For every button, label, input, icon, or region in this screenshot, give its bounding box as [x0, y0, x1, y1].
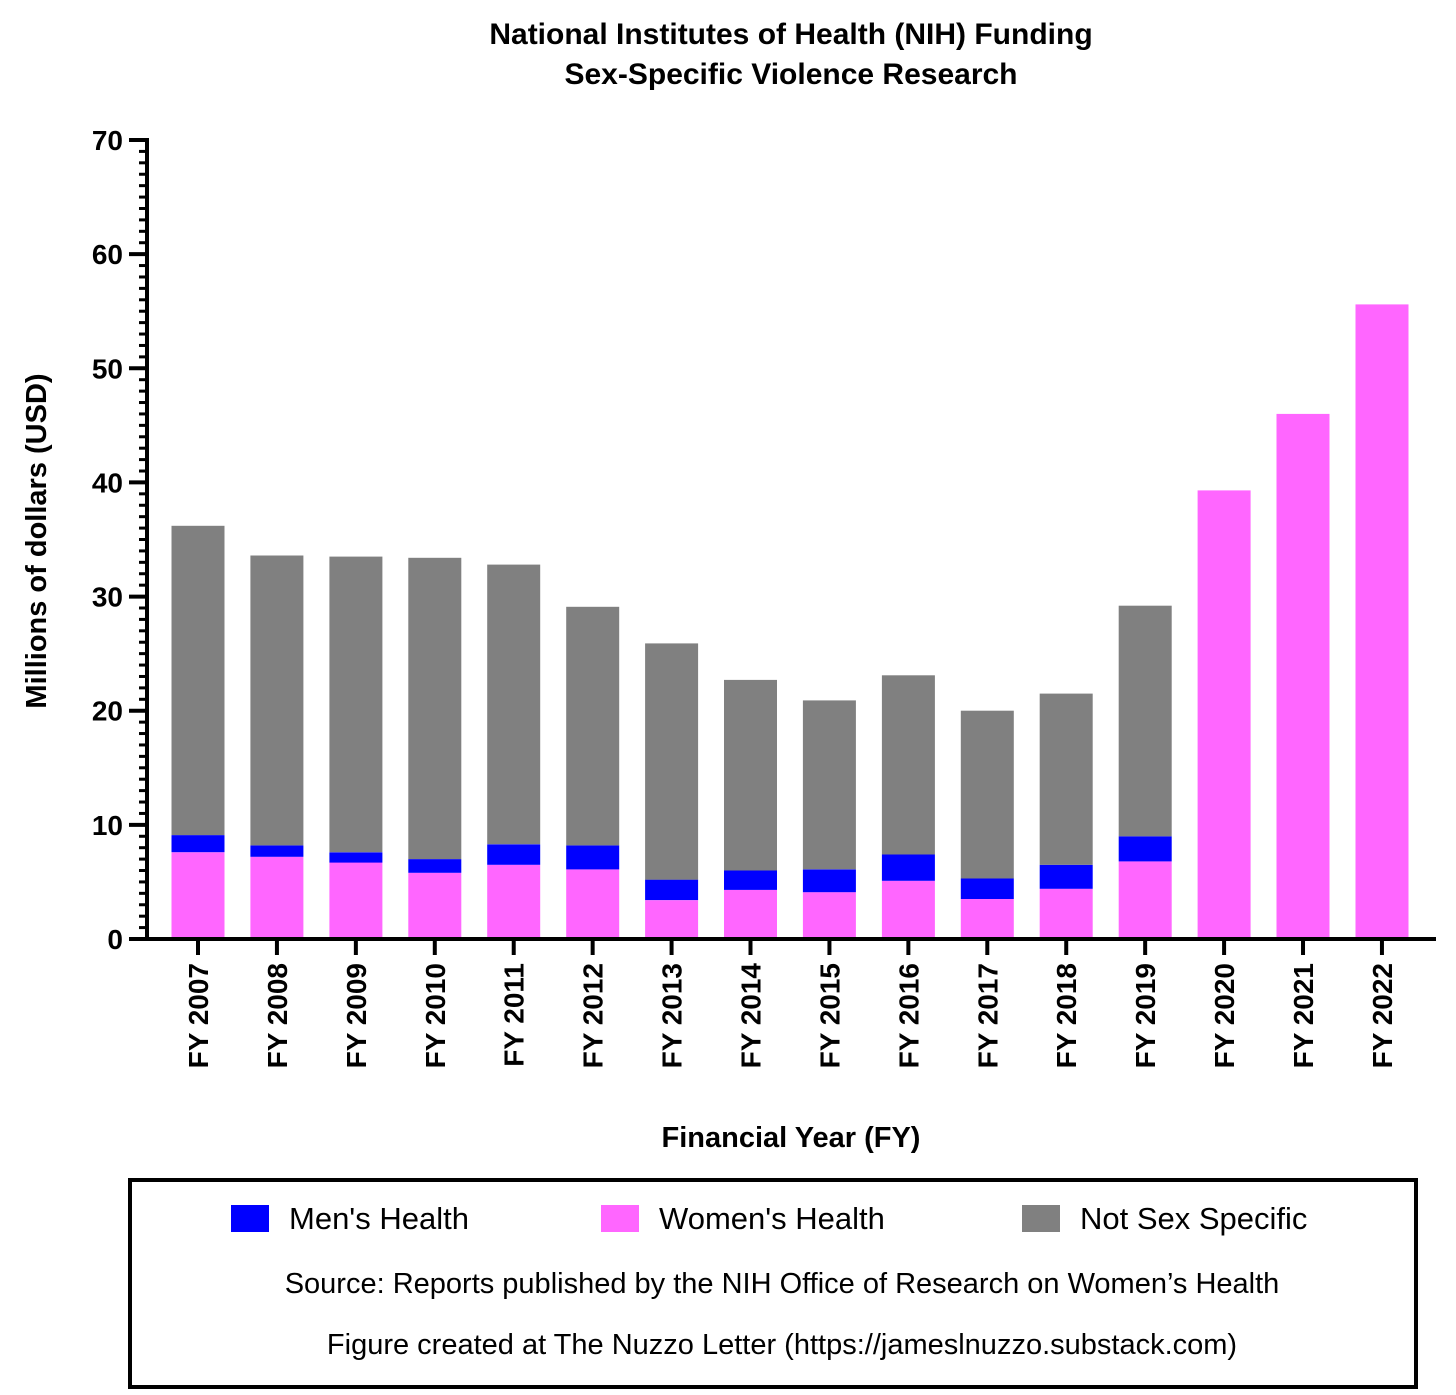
x-tick-label: FY 2007 [183, 963, 214, 1068]
legend-box: Men's Health Women's Health Not Sex Spec… [128, 1178, 1418, 1389]
bar-not-sex-specific-fy-2015 [802, 700, 856, 870]
x-tick-label: FY 2021 [1288, 963, 1319, 1068]
x-tick-label: FY 2009 [341, 963, 372, 1068]
bar-women-s-health-fy-2016 [881, 880, 935, 939]
x-tick-label: FY 2012 [578, 963, 609, 1068]
bar-women-s-health-fy-2010 [408, 872, 462, 939]
x-tick-label: FY 2014 [736, 963, 767, 1069]
x-tick-label: FY 2016 [893, 963, 924, 1068]
x-tick-label: FY 2008 [262, 963, 293, 1068]
bar-men-s-health-fy-2017 [960, 878, 1014, 899]
bar-women-s-health-fy-2013 [645, 900, 699, 939]
bar-men-s-health-fy-2007 [171, 835, 225, 853]
bar-not-sex-specific-fy-2013 [645, 643, 699, 880]
legend-label-women: Women's Health [659, 1201, 885, 1236]
bar-men-s-health-fy-2013 [645, 879, 699, 901]
bar-not-sex-specific-fy-2018 [1039, 693, 1093, 865]
bar-women-s-health-fy-2015 [802, 892, 856, 939]
x-tick-label: FY 2013 [657, 963, 688, 1068]
y-tick-label: 10 [92, 810, 123, 841]
bar-women-s-health-fy-2008 [250, 856, 304, 939]
bar-not-sex-specific-fy-2017 [960, 710, 1014, 879]
bar-women-s-health-fy-2019 [1118, 861, 1172, 939]
bar-women-s-health-fy-2017 [960, 899, 1014, 939]
source-note: Source: Reports published by the NIH Off… [285, 1268, 1280, 1300]
bar-men-s-health-fy-2016 [881, 854, 935, 881]
bar-women-s-health-fy-2011 [487, 864, 541, 939]
bar-men-s-health-fy-2012 [566, 845, 620, 870]
axes-layer: 0 10 20 30 40 50 60 70 FY 2007 FY 2008 FY 2009 FY 2… [92, 125, 1436, 1068]
x-tick-label: FY 2011 [499, 963, 530, 1067]
y-tick-label: 0 [107, 924, 123, 955]
bar-not-sex-specific-fy-2014 [724, 679, 777, 871]
bar-not-sex-specific-fy-2011 [487, 564, 541, 845]
x-tick-label: FY 2017 [972, 963, 1003, 1068]
bar-men-s-health-fy-2008 [250, 845, 304, 857]
legend-swatch-not-sex-specific [1022, 1205, 1060, 1232]
bar-not-sex-specific-fy-2010 [408, 557, 462, 860]
bar-men-s-health-fy-2011 [487, 844, 541, 865]
chart-title-line-2: Sex-Specific Violence Research [564, 58, 1017, 91]
bar-women-s-health-fy-2021 [1276, 413, 1330, 939]
x-tick-label: FY 2010 [420, 963, 451, 1068]
bar-men-s-health-fy-2009 [329, 852, 383, 863]
bar-men-s-health-fy-2010 [408, 859, 462, 873]
bar-women-s-health-fy-2018 [1039, 888, 1093, 939]
y-tick-label: 20 [92, 696, 123, 727]
bar-men-s-health-fy-2019 [1118, 836, 1172, 862]
bar-men-s-health-fy-2015 [802, 869, 856, 893]
legend-swatch-women [601, 1205, 639, 1232]
bar-not-sex-specific-fy-2008 [250, 555, 304, 846]
chart-title: National Institutes of Health (NIH) Fund… [489, 18, 1092, 91]
legend-frame [128, 1178, 1418, 1389]
y-tick-label: 40 [92, 467, 123, 498]
bar-women-s-health-fy-2012 [566, 869, 620, 939]
bar-men-s-health-fy-2018 [1039, 864, 1093, 889]
y-tick-label: 50 [92, 353, 123, 384]
bar-men-s-health-fy-2014 [724, 870, 777, 890]
x-tick-label: FY 2022 [1367, 963, 1398, 1068]
legend-label-men: Men's Health [289, 1201, 469, 1236]
x-tick-label: FY 2015 [814, 963, 845, 1068]
bar-women-s-health-fy-2020 [1197, 490, 1251, 939]
chart-title-line-1: National Institutes of Health (NIH) Fund… [489, 18, 1092, 51]
y-axis-label: Millions of dollars (USD) [21, 373, 53, 708]
credit-note: Figure created at The Nuzzo Letter (http… [327, 1329, 1237, 1361]
bar-not-sex-specific-fy-2007 [171, 525, 225, 836]
x-axis-label: Financial Year (FY) [662, 1122, 921, 1154]
bar-not-sex-specific-fy-2019 [1118, 605, 1172, 837]
x-tick-label: FY 2020 [1209, 963, 1240, 1068]
y-tick-label: 60 [92, 239, 123, 270]
bar-women-s-health-fy-2014 [724, 889, 777, 939]
bar-women-s-health-fy-2007 [171, 852, 225, 939]
bar-not-sex-specific-fy-2009 [329, 556, 383, 853]
bar-not-sex-specific-fy-2012 [566, 606, 620, 846]
y-tick-label: 30 [92, 582, 123, 613]
x-tick-label: FY 2019 [1130, 963, 1161, 1068]
legend-label-not-sex-specific: Not Sex Specific [1080, 1201, 1307, 1236]
bar-not-sex-specific-fy-2016 [881, 675, 935, 855]
bar-women-s-health-fy-2009 [329, 862, 383, 939]
bar-women-s-health-fy-2022 [1355, 304, 1409, 939]
y-tick-label: 70 [92, 125, 123, 156]
legend-swatch-men [231, 1205, 269, 1232]
x-tick-label: FY 2018 [1051, 963, 1082, 1068]
bars-layer [171, 304, 1409, 939]
